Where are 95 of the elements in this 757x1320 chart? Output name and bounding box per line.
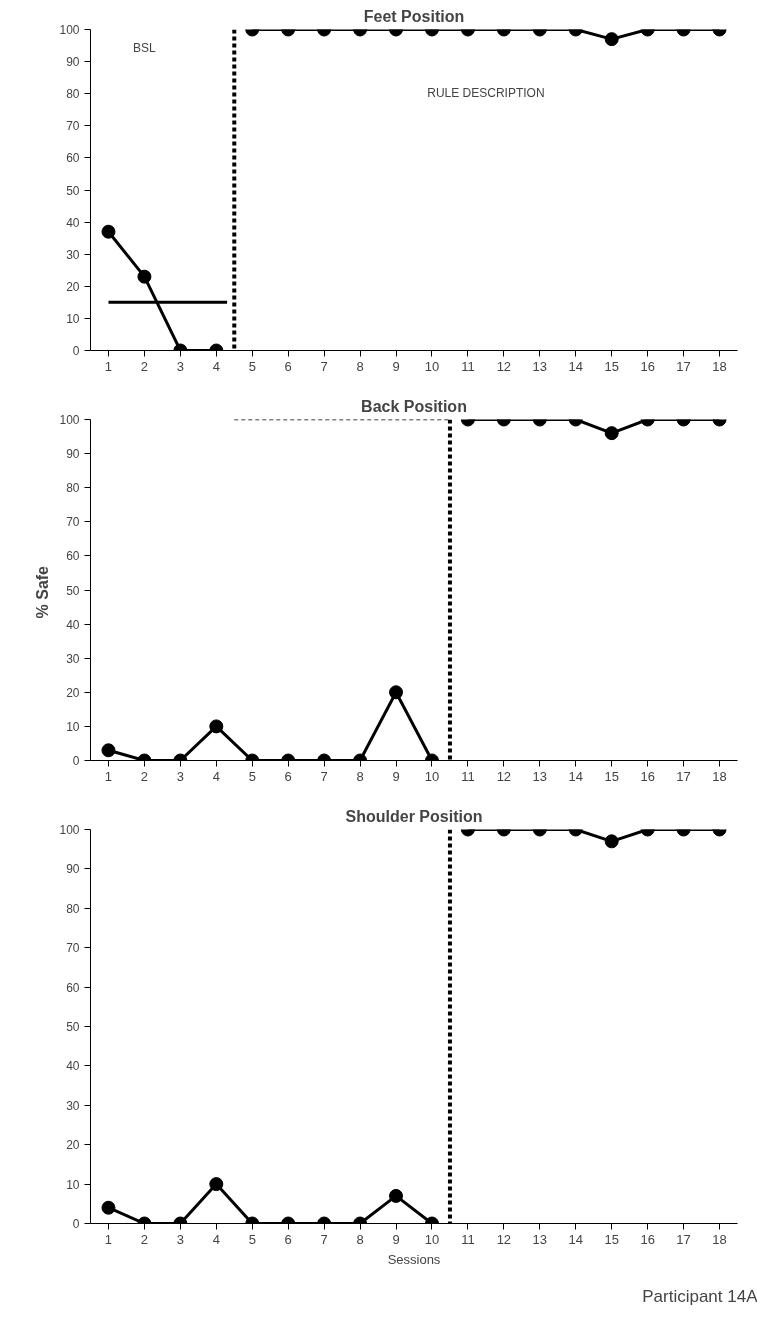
x-tick-label: 2 <box>140 768 149 784</box>
x-tick-label: 9 <box>392 768 400 784</box>
x-tick-label: 14 <box>568 768 583 784</box>
y-tick-label: 60 <box>66 549 80 564</box>
x-tick-label: 3 <box>176 1231 184 1247</box>
y-tick-label: 70 <box>66 941 80 956</box>
x-tick-label: 13 <box>532 768 548 784</box>
y-tick-label: 20 <box>66 1138 80 1153</box>
x-tick-label: 3 <box>176 358 184 374</box>
x-tick-label: 16 <box>640 768 655 784</box>
y-tick-label: 50 <box>66 1020 80 1034</box>
y-tick-label: 10 <box>66 1177 80 1192</box>
x-tick-label: 14 <box>568 358 583 374</box>
x-tick-label: 14 <box>568 1231 583 1247</box>
x-tick-label: 10 <box>424 1231 440 1247</box>
x-tick-label: 6 <box>284 1231 292 1247</box>
x-tick-label: 8 <box>356 768 364 784</box>
y-tick-label: 0 <box>72 1217 80 1231</box>
x-tick-label: 17 <box>676 768 691 784</box>
x-tick-label: 11 <box>461 1231 475 1247</box>
x-tick-label: 8 <box>356 1231 364 1247</box>
x-tick-label: 4 <box>212 358 220 374</box>
x-tick-label: 15 <box>604 768 619 784</box>
y-tick-label: 50 <box>66 183 80 198</box>
x-tick-label: 12 <box>496 358 512 374</box>
x-tick-label: 6 <box>284 768 292 784</box>
x-tick-label: 18 <box>712 1231 727 1247</box>
chart-title: Shoulder Position <box>345 807 483 825</box>
x-tick-label: 4 <box>212 768 220 784</box>
x-tick-label: 12 <box>496 1231 512 1247</box>
x-axis-title: Sessions <box>387 1251 441 1267</box>
y-tick-label: 40 <box>66 1059 80 1074</box>
y-axis-title: % Safe <box>34 565 52 619</box>
x-tick-label: 16 <box>640 358 655 374</box>
x-tick-label: 5 <box>248 768 256 784</box>
x-tick-label: 2 <box>140 358 149 374</box>
x-tick-label: 13 <box>532 358 548 374</box>
x-tick-label: 13 <box>532 1231 548 1247</box>
x-tick-label: 18 <box>712 768 727 784</box>
x-tick-label: 6 <box>284 358 292 374</box>
x-tick-label: 2 <box>140 1231 149 1247</box>
y-tick-label: 60 <box>66 151 80 166</box>
y-tick-label: 70 <box>66 119 80 134</box>
y-tick-label: 10 <box>66 311 80 326</box>
y-tick-label: 0 <box>72 344 80 358</box>
x-tick-label: 17 <box>676 358 691 374</box>
y-tick-label: 50 <box>66 583 80 598</box>
x-tick-label: 1 <box>104 768 113 784</box>
y-tick-label: 90 <box>66 55 80 70</box>
y-tick-label: 80 <box>66 87 80 102</box>
x-tick-label: 12 <box>496 768 512 784</box>
x-tick-label: 7 <box>320 358 328 374</box>
y-tick-label: 100 <box>59 23 80 37</box>
x-tick-label: 5 <box>248 358 256 374</box>
y-tick-label: 0 <box>72 754 80 768</box>
x-tick-label: 10 <box>424 358 440 374</box>
annotation: RULE DESCRIPTION <box>427 86 545 101</box>
y-tick-label: 30 <box>66 651 80 666</box>
y-tick-label: 80 <box>66 901 80 916</box>
x-tick-label: 15 <box>604 1231 619 1247</box>
y-tick-label: 20 <box>66 685 80 700</box>
x-tick-label: 7 <box>320 1231 328 1247</box>
y-tick-label: 90 <box>66 447 80 462</box>
x-tick-label: 9 <box>392 358 400 374</box>
text: Participant 14A <box>642 1286 757 1306</box>
y-tick-label: 10 <box>66 719 80 734</box>
x-tick-label: 4 <box>212 1231 220 1247</box>
x-tick-label: 5 <box>248 1231 256 1247</box>
y-tick-label: 100 <box>59 413 80 427</box>
y-tick-label: 100 <box>59 823 80 837</box>
x-tick-label: 10 <box>424 768 440 784</box>
y-tick-label: 70 <box>66 515 80 530</box>
x-tick-label: 18 <box>712 358 727 374</box>
x-tick-label: 9 <box>392 1231 400 1247</box>
x-tick-label: 17 <box>676 1231 691 1247</box>
y-tick-label: 60 <box>66 980 80 995</box>
chart-title: Back Position <box>361 397 467 415</box>
x-tick-label: 11 <box>461 768 475 784</box>
annotation: BSL <box>133 41 157 56</box>
x-tick-label: 16 <box>640 1231 655 1247</box>
x-tick-label: 8 <box>356 358 364 374</box>
y-tick-label: 30 <box>66 247 80 262</box>
x-tick-label: 15 <box>604 358 619 374</box>
y-tick-label: 20 <box>66 279 80 294</box>
x-tick-label: 7 <box>320 768 328 784</box>
y-tick-label: 40 <box>66 617 80 632</box>
y-tick-label: 30 <box>66 1098 80 1113</box>
y-tick-label: 90 <box>66 862 80 877</box>
x-tick-label: 1 <box>104 358 113 374</box>
y-tick-label: 40 <box>66 215 80 230</box>
x-tick-label: 11 <box>461 358 475 374</box>
chart-title: Feet Position <box>363 7 465 25</box>
x-tick-label: 1 <box>104 1231 113 1247</box>
y-tick-label: 80 <box>66 481 80 496</box>
x-tick-label: 3 <box>176 768 184 784</box>
